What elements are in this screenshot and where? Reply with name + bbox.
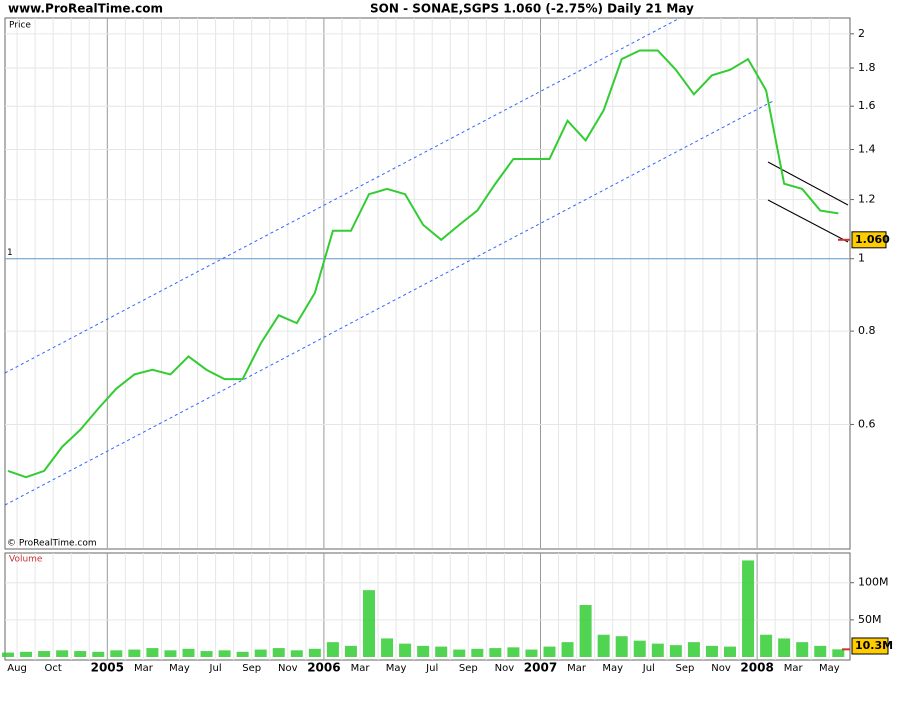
y-tick-label: 1 (858, 252, 865, 265)
volume-bar (651, 643, 664, 657)
volume-bar (272, 648, 285, 657)
last-price-tag (851, 231, 887, 249)
x-tick-label: Sep (675, 663, 694, 674)
volume-bar (218, 650, 231, 657)
volume-bar (453, 649, 466, 657)
volume-bar (74, 651, 87, 657)
volume-bar (254, 649, 267, 657)
x-tick-label: Jul (425, 663, 438, 674)
x-tick-label: Jul (209, 663, 222, 674)
x-tick-label: Mar (351, 663, 371, 674)
y-tick-label: 100M (858, 576, 889, 589)
volume-panel (4, 552, 851, 661)
volume-bar (705, 645, 718, 657)
down-channel-lower (767, 199, 849, 243)
x-tick-label: Nov (711, 663, 731, 674)
last-volume-tag (851, 637, 889, 655)
y-tick-label: 1.2 (858, 193, 876, 206)
volume-bar (579, 605, 592, 657)
plot (2, 49, 850, 657)
y-tick-label: 2 (858, 27, 865, 40)
x-tick-label: Sep (459, 663, 478, 674)
x-tick-label: Mar (134, 663, 154, 674)
x-tick-label: Nov (495, 663, 515, 674)
volume-bar (615, 636, 628, 657)
volume-bar (308, 648, 321, 657)
volume-bar (56, 650, 69, 657)
volume-bar (146, 648, 159, 657)
channel-lower (4, 99, 776, 506)
y-tick-label: 1.4 (858, 143, 876, 156)
volume-bar (669, 645, 682, 657)
volume-bar (417, 645, 430, 657)
volume-bar (38, 651, 51, 657)
site-name: www.ProRealTime.com (8, 2, 163, 16)
volume-bar (2, 652, 14, 657)
volume-bar (200, 651, 213, 657)
reference-label: 1 (7, 248, 13, 258)
volume-bar (796, 642, 809, 657)
x-tick-label: 2008 (740, 661, 773, 675)
x-tick-label: May (386, 663, 407, 674)
volume-bar (561, 642, 574, 657)
panel-label: Price (9, 21, 31, 31)
volume-bar (381, 638, 394, 657)
volume-bar (525, 649, 538, 657)
y-tick-label: 50M (858, 613, 882, 626)
x-tick-label: Oct (45, 663, 62, 674)
x-tick-label: Sep (242, 663, 261, 674)
volume-bar (399, 643, 412, 657)
last-price-label: 1.060 (855, 233, 890, 246)
volume-bar (363, 590, 375, 657)
price-panel (4, 17, 851, 550)
volume-bar (687, 642, 700, 657)
volume-bar (182, 648, 195, 657)
x-tick-label: 2006 (307, 661, 340, 675)
x-tick-label: Jul (642, 663, 655, 674)
y-tick-label: 1.8 (858, 61, 876, 74)
volume-bar (489, 648, 502, 657)
volume-bar (633, 640, 646, 657)
volume-bar (92, 651, 105, 657)
volume-bar (543, 646, 556, 657)
x-tick-label: May (169, 663, 190, 674)
grid (5, 18, 850, 660)
x-tick-label: Mar (784, 663, 804, 674)
volume-bar (20, 651, 33, 657)
panel-label: Volume (9, 555, 43, 565)
y-tick-label: 0.8 (858, 324, 876, 337)
volume-bar (814, 645, 827, 657)
x-tick-label: 2005 (91, 661, 124, 675)
last-volume-label: 10.3M (855, 639, 893, 652)
volume-bar (344, 645, 357, 657)
volume-bar (760, 634, 773, 657)
y-tick-label: 0.6 (858, 417, 876, 430)
volume-bar (778, 638, 791, 657)
x-tick-label: Aug (7, 663, 27, 674)
chart-title: SON - SONAE,SGPS 1.060 (-2.75%) Daily 21… (370, 2, 694, 16)
x-tick-label: Nov (278, 663, 298, 674)
volume-bar (326, 642, 339, 657)
x-tick-label: May (602, 663, 623, 674)
y-tick-label: 1.6 (858, 99, 876, 112)
x-tick-label: Mar (567, 663, 587, 674)
x-tick-label: May (819, 663, 840, 674)
x-tick-label: 2007 (524, 661, 557, 675)
volume-bar (290, 650, 303, 657)
volume-bar (507, 647, 520, 657)
volume-bar (832, 649, 845, 657)
volume-bar (724, 646, 736, 657)
volume-bar (110, 650, 123, 657)
volume-bar (128, 649, 141, 657)
channel-upper (4, 17, 681, 374)
copyright: © ProRealTime.com (7, 539, 97, 549)
volume-bar (597, 634, 610, 657)
volume-bar (435, 646, 448, 657)
volume-bar (164, 650, 177, 657)
price-line (7, 49, 839, 479)
volume-bar (471, 648, 484, 657)
volume-bar (742, 560, 755, 657)
volume-bar (236, 651, 249, 657)
